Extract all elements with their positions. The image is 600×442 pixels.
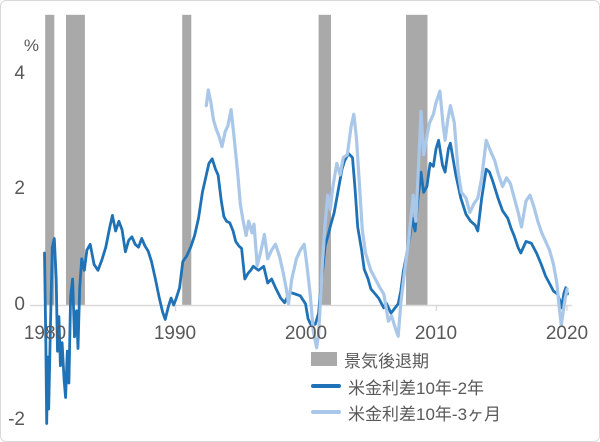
series-10y-3m-swatch	[311, 410, 341, 414]
x-tick-label-2000: 2000	[284, 323, 328, 344]
y-tick-label-4: 4	[14, 63, 25, 84]
legend-label-recession: 景気後退期	[344, 351, 429, 371]
legend-item-recession: 景気後退期	[311, 348, 429, 371]
series-10y-2y-line	[43, 138, 569, 425]
recession-band	[182, 14, 192, 306]
y-tick-label-minus2: -2	[8, 409, 25, 430]
y-tick-label-2: 2	[14, 178, 25, 199]
x-tick-label-1990: 1990	[153, 323, 197, 344]
y-axis-unit-label: %	[23, 36, 39, 55]
legend-item-10y-2y: 米金利差10年-2年	[311, 375, 485, 398]
recession-band	[66, 14, 85, 306]
x-tick-label-1980: 1980	[23, 323, 67, 344]
legend-label-10y-3m: 米金利差10年-3ヶ月	[348, 404, 502, 424]
x-tick-label-2010: 2010	[414, 323, 458, 344]
legend-label-10y-2y: 米金利差10年-2年	[348, 378, 485, 398]
recession-swatch	[311, 352, 337, 366]
series-10y-3m-line	[204, 88, 569, 350]
series-10y-2y-swatch	[311, 384, 341, 388]
recession-band	[406, 14, 428, 306]
y-tick-label-0: 0	[14, 294, 25, 315]
recession-band	[45, 14, 55, 306]
legend-item-10y-3m: 米金利差10年-3ヶ月	[311, 401, 502, 424]
x-tick-label-2020: 2020	[545, 323, 589, 344]
